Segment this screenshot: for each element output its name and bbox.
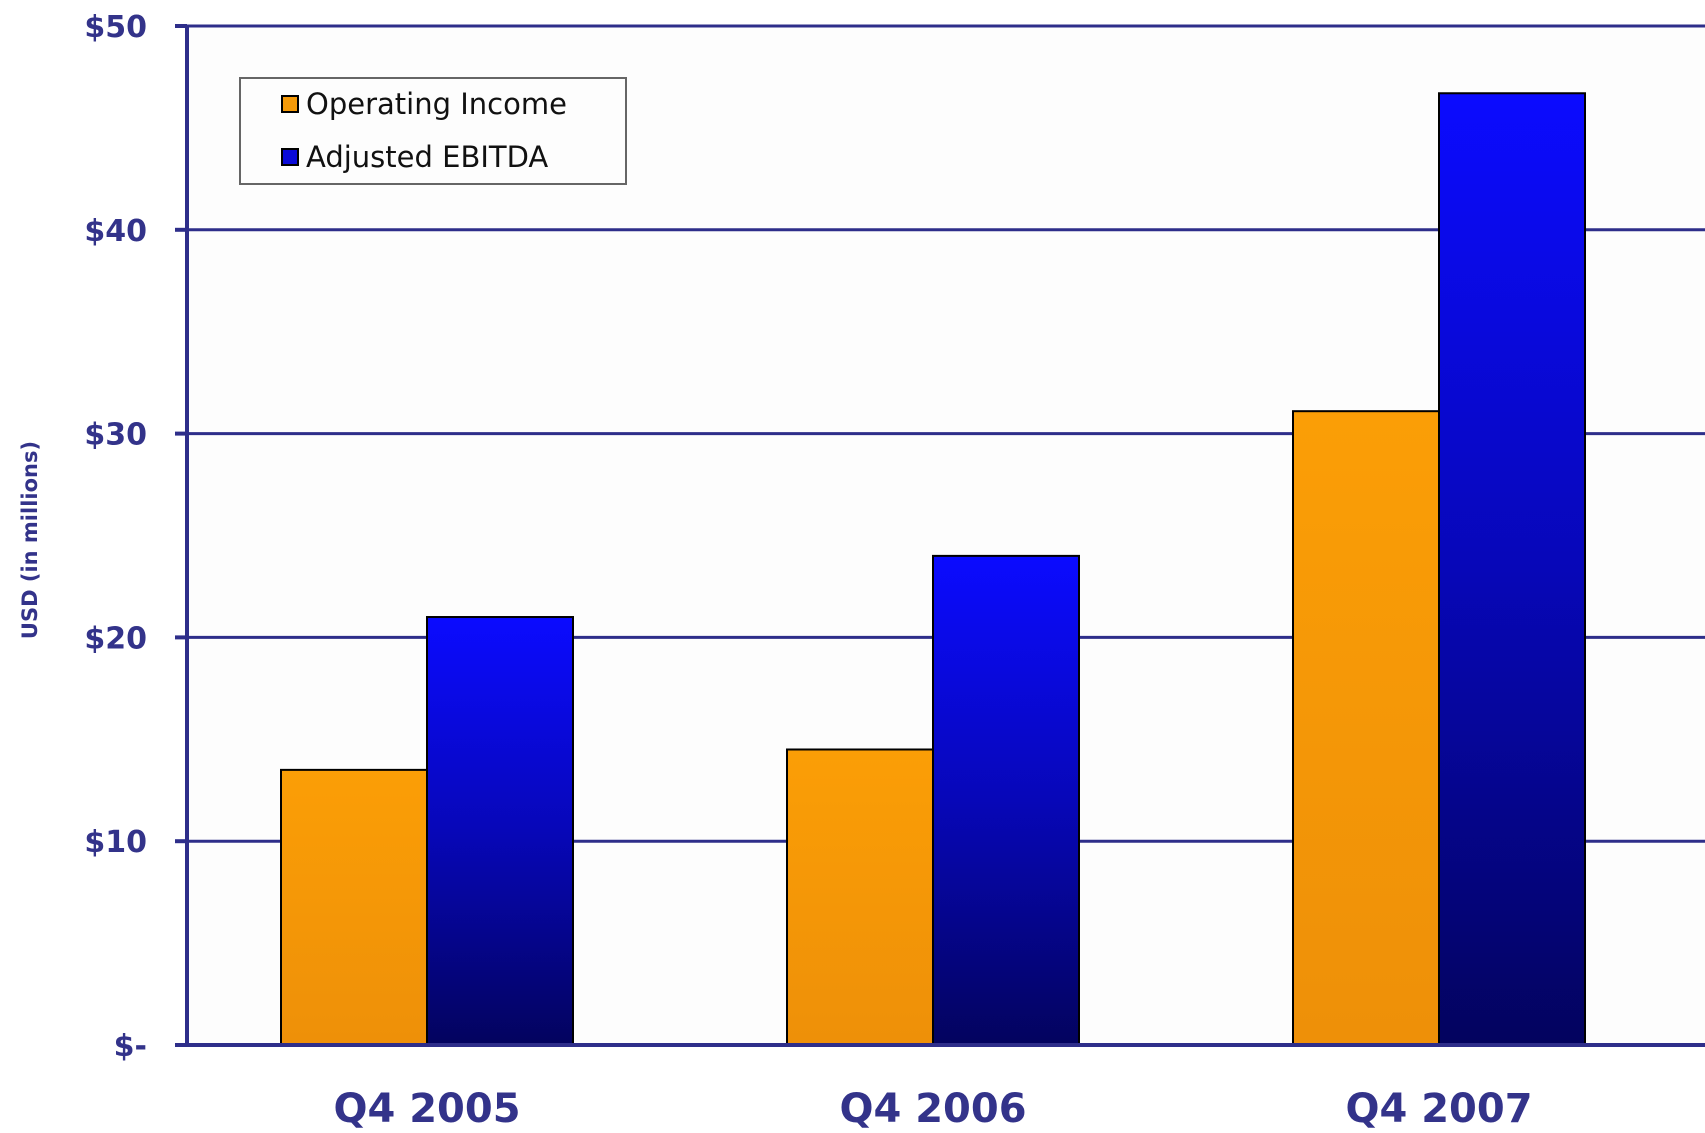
y-tick-label: $- [114, 1029, 147, 1064]
legend-swatch [281, 95, 299, 113]
bar-operating-income-q4-2007 [1292, 410, 1440, 1046]
bars [280, 92, 1586, 1047]
y-tick-label: $20 [84, 621, 147, 656]
tick-labels: $- $10 $20 $30 $40 $50 Q4 2005 Q4 2006 Q4 2007 [84, 10, 1532, 1132]
legend-label: Operating Income [306, 87, 567, 121]
y-axis-title: USD (in millions) [18, 441, 42, 639]
y-tick-label: $50 [84, 10, 147, 45]
axes [175, 24, 1705, 1047]
bar-operating-income-q4-2005 [280, 768, 428, 1046]
legend-swatch [281, 148, 299, 166]
bar-adjusted-ebitda-q4-2005 [426, 616, 574, 1047]
x-category-label: Q4 2005 [333, 1086, 520, 1132]
y-tick-label: $10 [84, 825, 147, 860]
legend-box [239, 77, 627, 185]
y-tick-label: $40 [84, 214, 147, 249]
legend: Operating Income Adjusted EBITDA [239, 77, 627, 185]
bar-adjusted-ebitda-q4-2006 [932, 554, 1080, 1046]
bar-operating-income-q4-2006 [786, 748, 934, 1046]
x-category-label: Q4 2007 [1345, 1086, 1532, 1132]
bar-adjusted-ebitda-q4-2007 [1438, 92, 1586, 1046]
x-category-label: Q4 2006 [839, 1086, 1026, 1132]
legend-label: Adjusted EBITDA [306, 140, 548, 174]
y-tick-label: $30 [84, 418, 147, 453]
